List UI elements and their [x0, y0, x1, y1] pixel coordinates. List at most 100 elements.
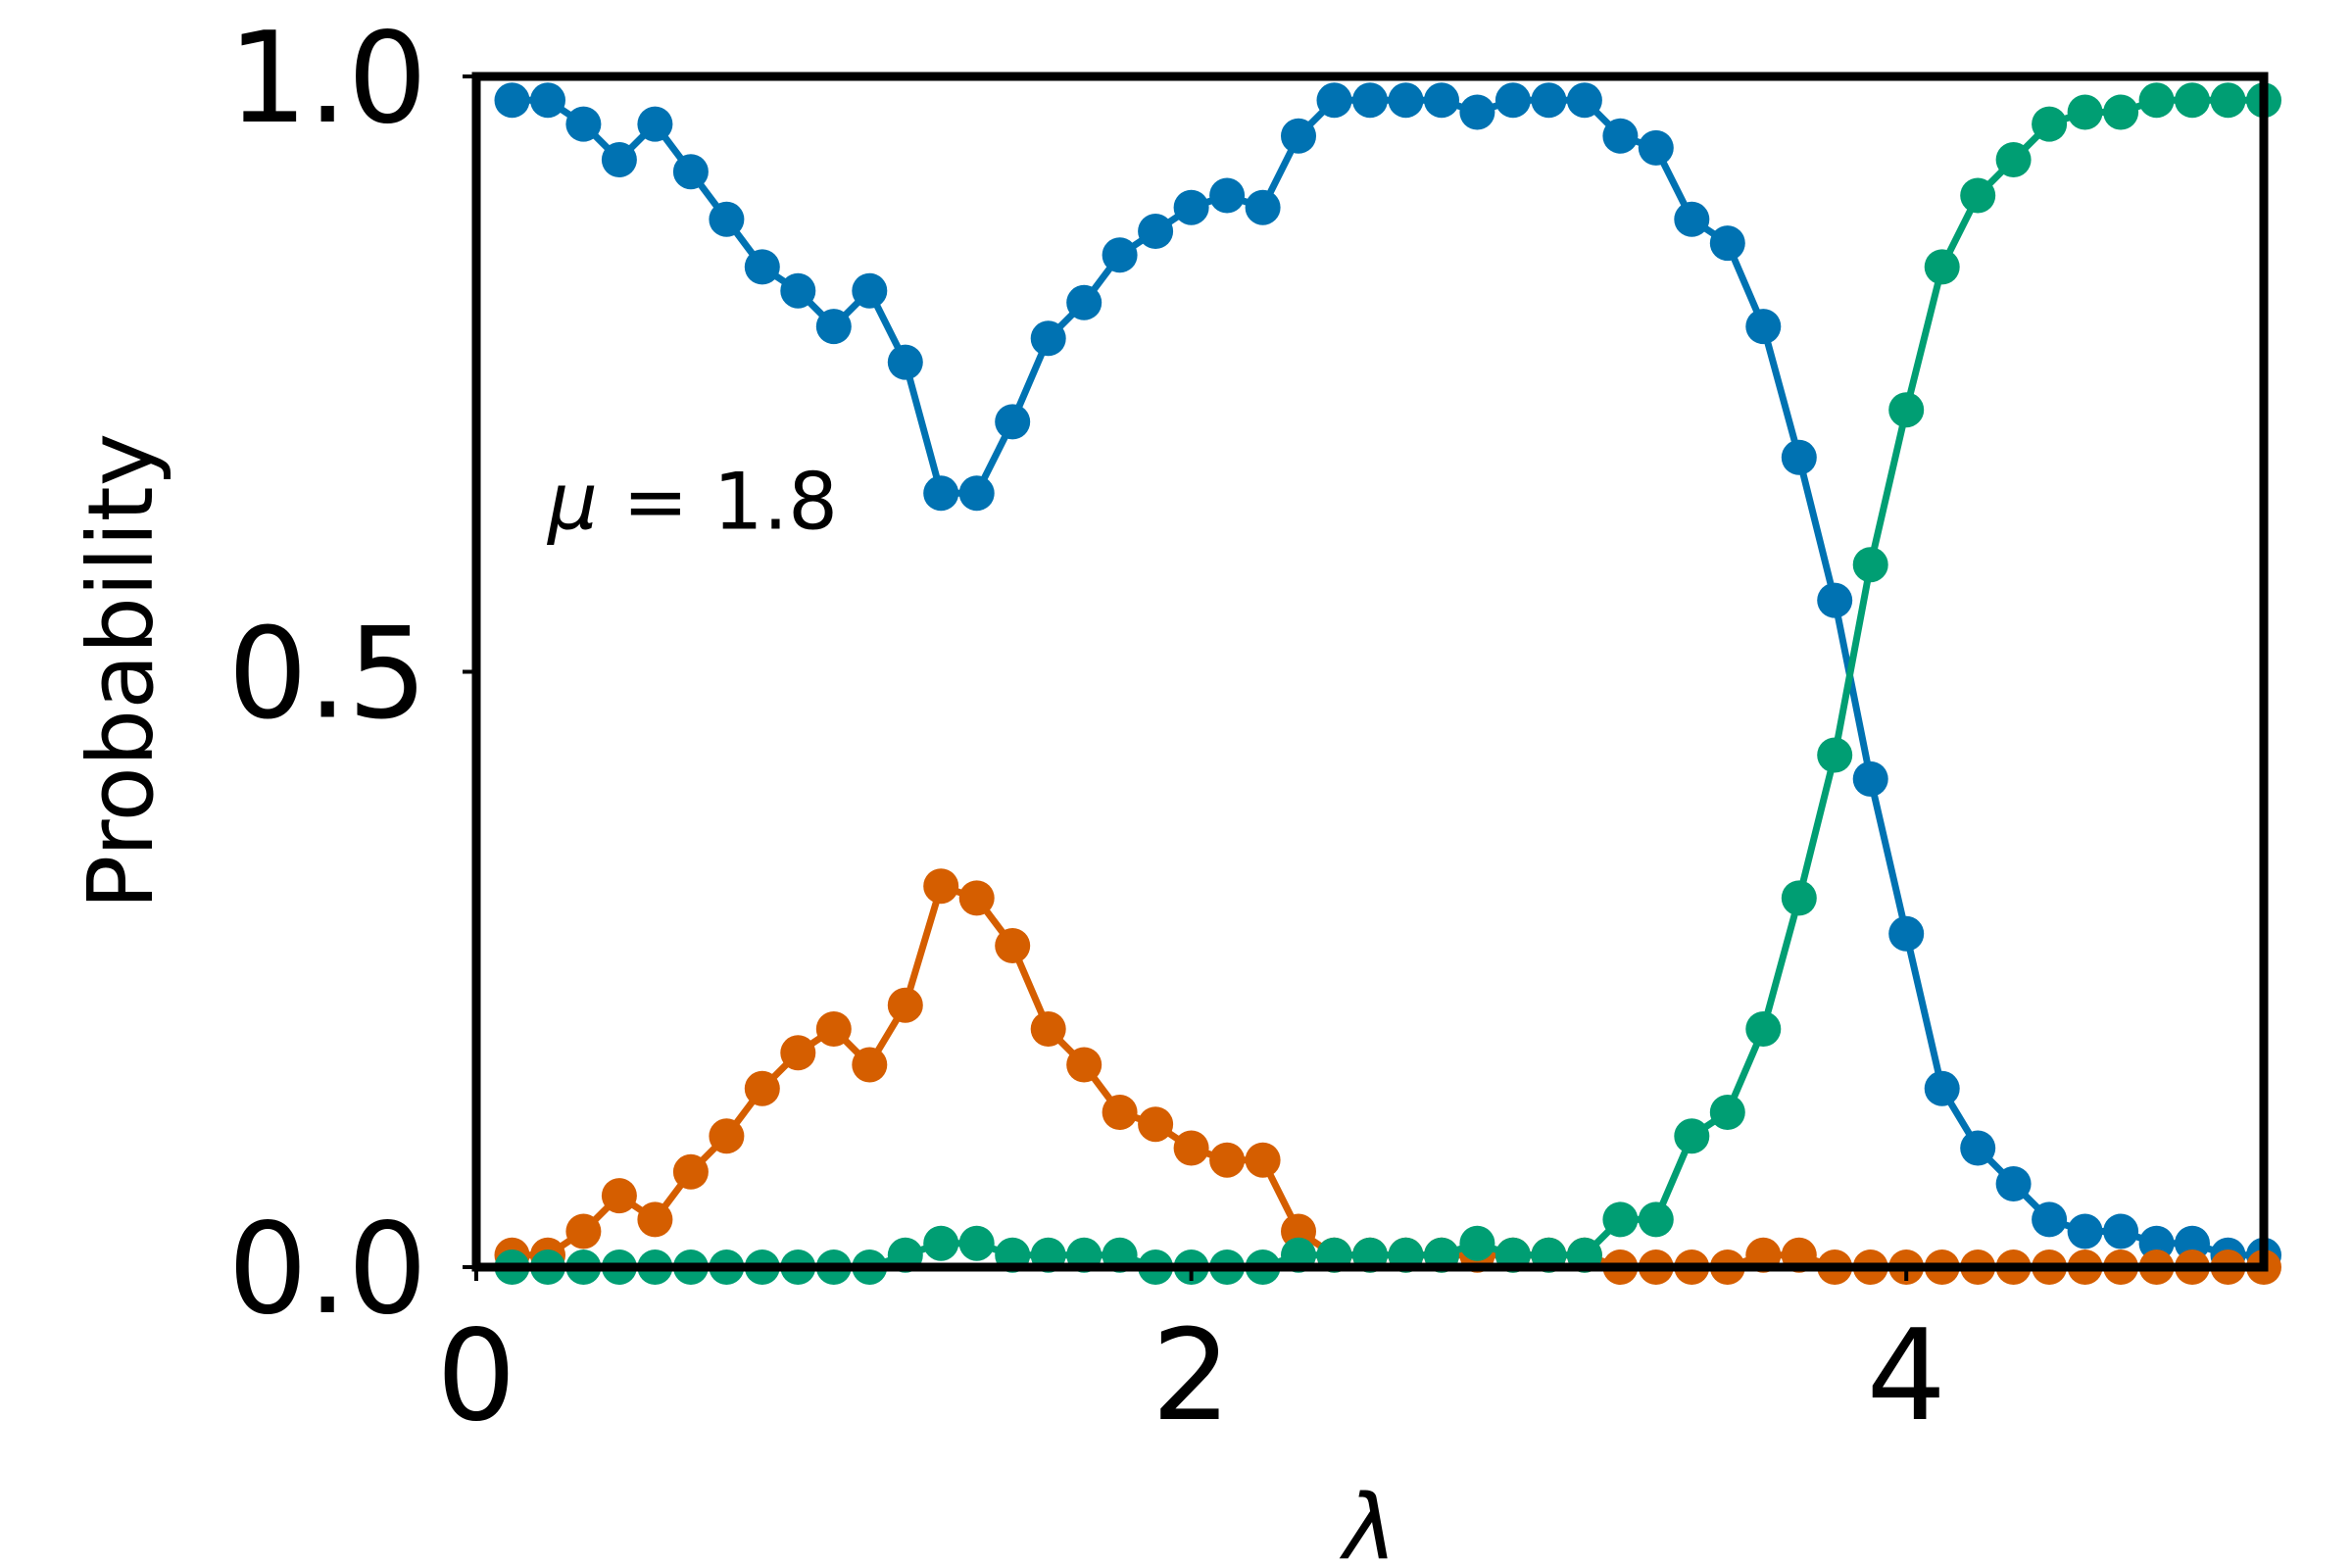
series-1-point	[1459, 94, 1495, 130]
mu-symbol: μ	[546, 457, 598, 548]
series-3-point	[1817, 737, 1853, 773]
series-3-point	[1602, 1201, 1639, 1238]
series-3-point	[1674, 1118, 1710, 1154]
series-3-point	[1638, 1201, 1674, 1238]
series-1-point	[958, 475, 995, 512]
series-2-point	[1209, 1142, 1246, 1178]
x-tick-label: 0	[436, 1303, 515, 1449]
series-1-point	[923, 475, 959, 512]
series-1	[494, 82, 2281, 1273]
series-3-point	[1745, 1011, 1782, 1047]
series-1-point	[887, 344, 923, 380]
series-layer	[494, 82, 2281, 1285]
series-1-point	[1960, 1130, 1996, 1166]
series-1-point	[1494, 82, 1531, 119]
series-1-point	[1030, 320, 1066, 357]
series-1-point	[709, 201, 745, 237]
series-2	[494, 868, 2281, 1285]
series-1-point	[1817, 582, 1853, 618]
series-2-point	[852, 1047, 888, 1083]
y-axis-title: Probability	[69, 433, 173, 909]
series-2-point	[1138, 1106, 1174, 1143]
series-2-point	[1030, 1011, 1066, 1047]
series-3-point	[1924, 249, 1960, 285]
mu-value: = 1.8	[598, 457, 838, 548]
series-1-point	[1924, 1070, 1960, 1106]
series-1-point	[1888, 915, 1925, 952]
series-1-point	[1781, 439, 1817, 475]
series-3-point	[2032, 106, 2068, 142]
series-1-point	[1209, 177, 1246, 214]
series-2-point	[565, 1213, 602, 1250]
series-1-point	[494, 82, 530, 119]
series-1-point	[1674, 201, 1710, 237]
series-1-point	[637, 106, 673, 142]
series-3-point	[1960, 177, 1996, 214]
series-3-point	[2067, 94, 2103, 130]
series-1-point	[565, 106, 602, 142]
y-tick-label: 0.5	[227, 602, 427, 748]
series-3-point	[958, 1225, 995, 1261]
series-3-point	[1995, 142, 2032, 177]
y-tick-label: 0.0	[227, 1197, 427, 1343]
series-1-point	[995, 404, 1031, 440]
series-1-point	[1531, 82, 1567, 119]
series-2-point	[780, 1035, 816, 1071]
series-2-point	[637, 1201, 673, 1238]
series-1-point	[1316, 82, 1352, 119]
series-3-point	[2103, 94, 2139, 130]
series-2-point	[709, 1118, 745, 1154]
series-1-point	[1602, 118, 1639, 154]
series-2-point	[958, 880, 995, 916]
series-1-point	[1995, 1166, 2032, 1201]
series-1-point	[1709, 225, 1745, 262]
series-3-point	[1888, 392, 1925, 428]
series-2-point	[923, 868, 959, 905]
series-1-point	[1566, 82, 1602, 119]
series-3-point	[1852, 547, 1888, 583]
x-tick-label: 4	[1866, 1303, 1945, 1449]
mu-annotation: μ = 1.8	[546, 457, 838, 548]
series-1-point	[1245, 189, 1281, 225]
series-1-point	[1352, 82, 1388, 119]
series-1-point	[601, 142, 637, 177]
series-3-point	[2175, 82, 2210, 119]
series-2-point	[1066, 1047, 1102, 1083]
series-1-point	[672, 154, 709, 190]
series-1-point	[1388, 82, 1424, 119]
series-3-point	[1781, 880, 1817, 916]
series-1-point	[2032, 1201, 2068, 1238]
x-axis-title: λ	[1339, 1475, 1396, 1568]
series-3-point	[1459, 1225, 1495, 1261]
series-3-point	[923, 1225, 959, 1261]
plot-frame	[471, 72, 2269, 1272]
series-2-point	[1102, 1095, 1138, 1130]
series-2-point	[815, 1011, 852, 1047]
series-1-point	[1066, 284, 1102, 320]
series-3-point	[2210, 82, 2246, 119]
y-tick-label: 1.0	[227, 6, 427, 152]
series-2-point	[672, 1153, 709, 1190]
series-1-point	[1173, 189, 1209, 225]
series-1-point	[744, 249, 780, 285]
series-1-point	[1281, 118, 1316, 154]
series-1-point	[780, 272, 816, 309]
series-3-point	[1709, 1095, 1745, 1130]
series-1-point	[1745, 309, 1782, 345]
series-1-point	[1852, 760, 1888, 797]
x-tick-label: 2	[1152, 1303, 1231, 1449]
series-3-point	[2138, 82, 2175, 119]
series-1-point	[815, 309, 852, 345]
axes-layer: 0 2 4 0.0 0.5 1.0	[227, 6, 1945, 1449]
series-1-point	[1138, 214, 1174, 249]
series-2-point	[995, 928, 1031, 963]
series-2-point	[1245, 1142, 1281, 1178]
series-1-point	[1424, 82, 1459, 119]
series-1-point	[852, 272, 888, 309]
series-2-point	[887, 987, 923, 1023]
series-1-point	[2103, 1213, 2139, 1250]
series-1-point	[2067, 1213, 2103, 1250]
series-1-point	[1638, 129, 1674, 166]
series-2-point	[1173, 1130, 1209, 1166]
series-1-point	[530, 82, 565, 119]
